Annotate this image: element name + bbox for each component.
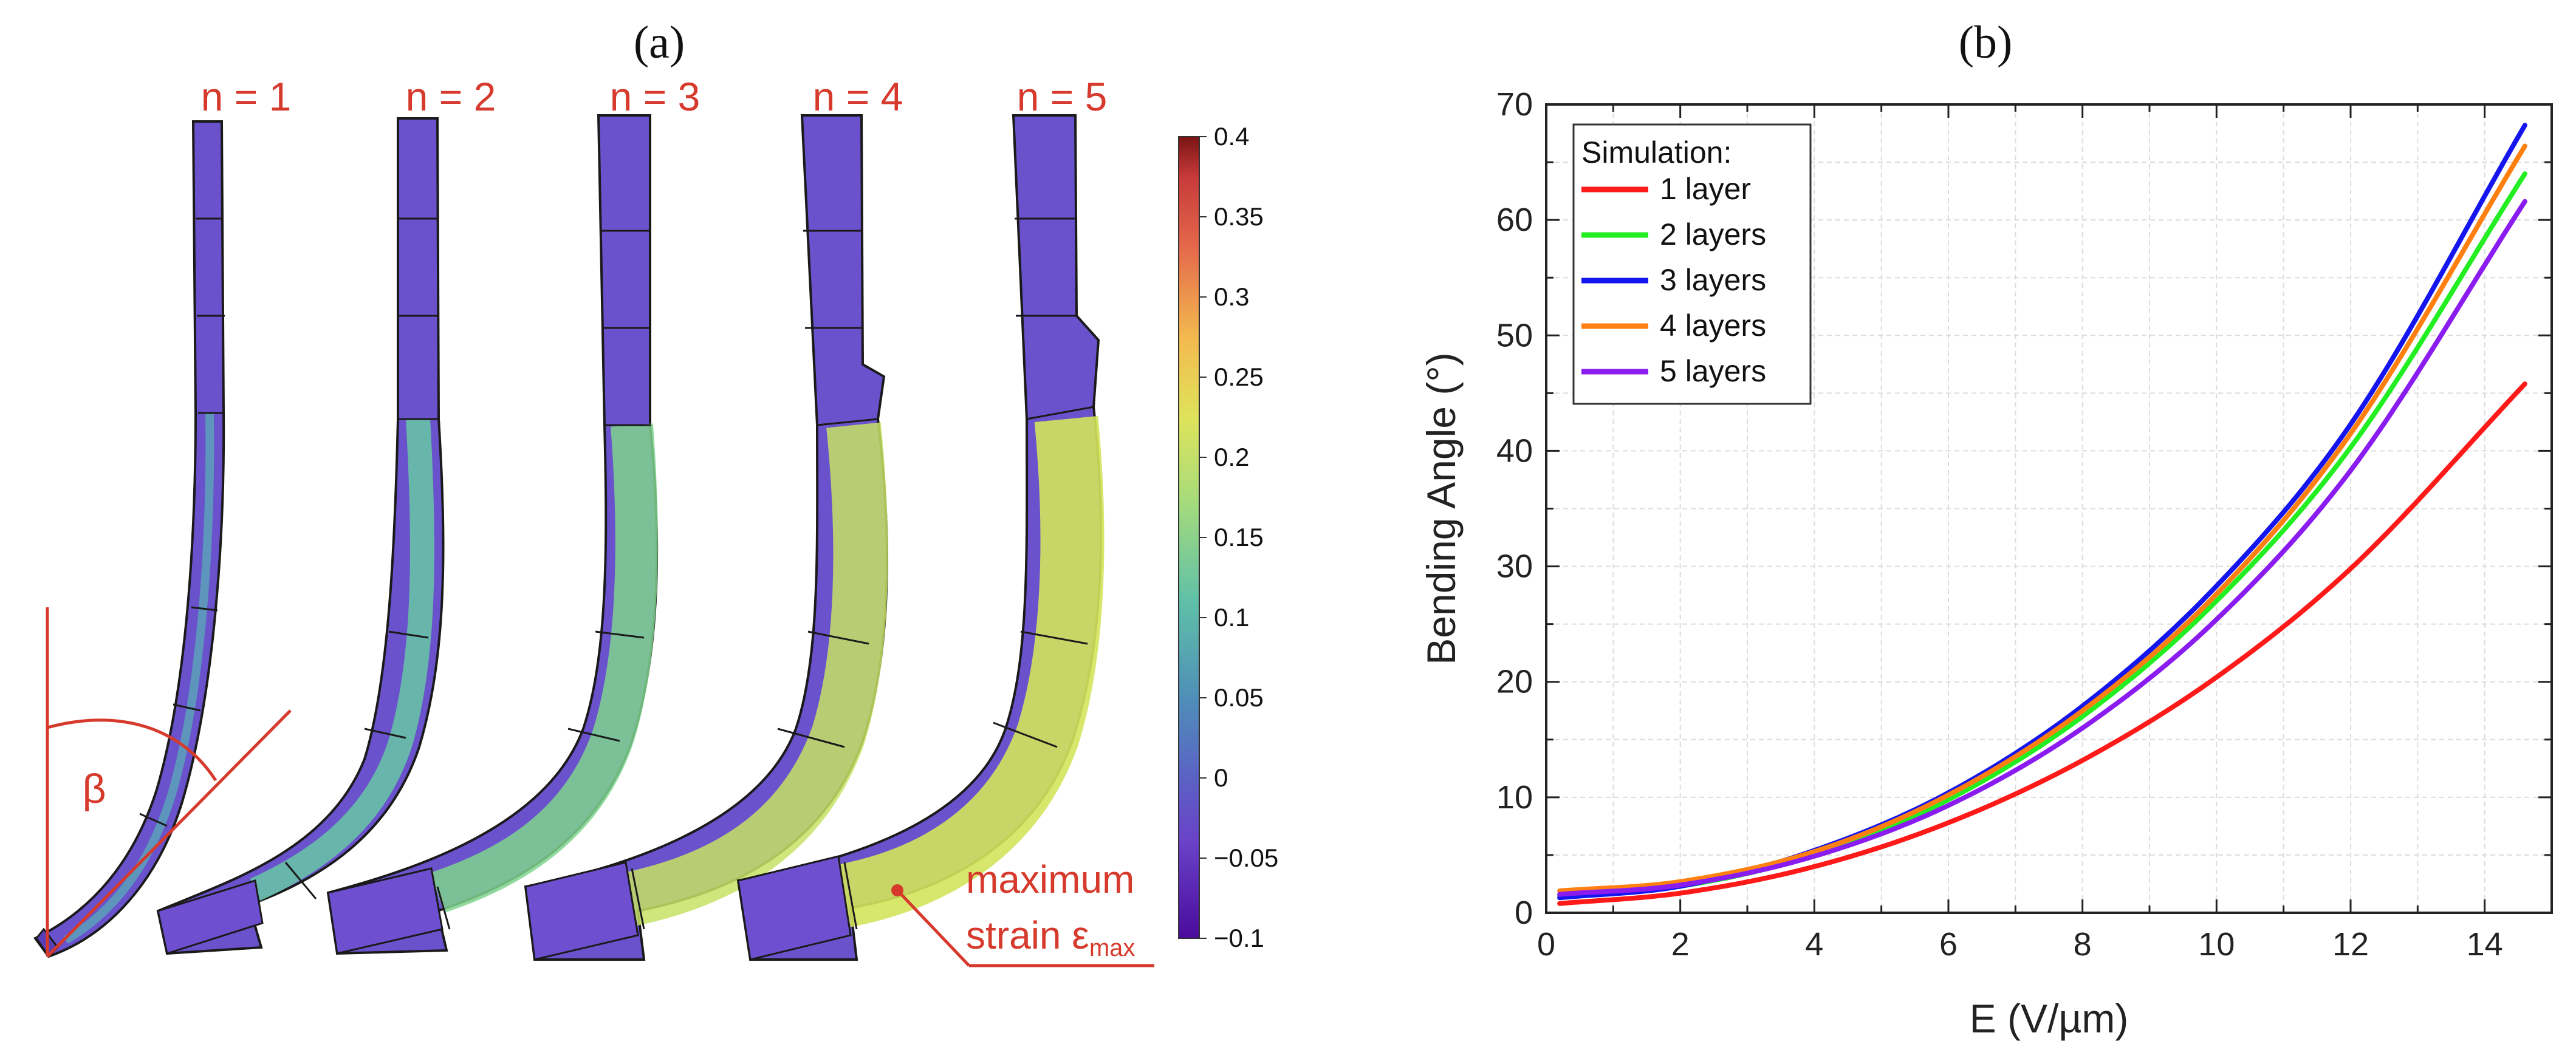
y-tick-label: 60 xyxy=(1496,202,1533,238)
x-tick-label: 0 xyxy=(1537,926,1555,963)
legend-label-2: 2 layers xyxy=(1660,217,1766,251)
colorbar-tick-label: 0.2 xyxy=(1214,443,1249,471)
colorbar-tick-label: 0.15 xyxy=(1214,523,1264,551)
layer-label-n4: n = 4 xyxy=(813,74,903,119)
y-tick-label: 30 xyxy=(1496,548,1533,585)
actuator-n3 xyxy=(326,114,659,955)
legend-label-4: 4 layers xyxy=(1660,309,1766,343)
panel-a-simulation: (a) n = 1 n = 2 n = 3 n = 4 n = 5 xyxy=(33,17,1278,967)
chart-lines xyxy=(1557,123,2527,906)
layer-label-n5: n = 5 xyxy=(1017,74,1108,119)
panel-b-label: (b) xyxy=(1959,17,2013,68)
max-strain-subscript: max xyxy=(1089,935,1136,961)
colorbar-tick-label: 0.35 xyxy=(1214,202,1264,231)
x-tick-label: 14 xyxy=(2467,926,2503,963)
x-tick-label: 10 xyxy=(2198,926,2235,963)
legend-entries: 1 layer 2 layers 3 layers 4 layers 5 layers xyxy=(1581,172,1766,388)
legend-box xyxy=(1572,123,1812,405)
legend-title: Simulation: xyxy=(1581,135,1732,169)
colorbar-ticks: 0.4 0.35 0.3 0.25 0.2 0.15 0.1 0.05 0 −0.05 −0.1 xyxy=(1199,122,1278,952)
legend-label-5: 5 layers xyxy=(1660,354,1766,388)
angle-beta-label: β xyxy=(82,766,106,812)
max-strain-annotation: maximum strain εmax xyxy=(896,858,1154,967)
layer-label-n2: n = 2 xyxy=(406,74,496,119)
colorbar-tick-label: 0.4 xyxy=(1214,122,1249,151)
panel-a-label: (a) xyxy=(634,17,685,68)
y-tick-label: 0 xyxy=(1515,895,1533,931)
x-tick-label: 8 xyxy=(2074,926,2092,963)
colorbar-tick-label: 0.25 xyxy=(1214,363,1264,391)
max-strain-line2-group: strain εmax xyxy=(966,913,1135,961)
colorbar: 0.4 0.35 0.3 0.25 0.2 0.15 0.1 0.05 0 −0.05 −0.1 xyxy=(1178,122,1278,952)
x-tick-label: 4 xyxy=(1805,926,1823,963)
actuator-n2 xyxy=(156,117,445,955)
layer-label-n1: n = 1 xyxy=(201,74,292,119)
series-line-1 xyxy=(1557,381,2527,906)
x-axis-title: E (V/µm) xyxy=(1970,996,2129,1041)
y-tick-label: 70 xyxy=(1496,86,1533,123)
y-tick-label: 50 xyxy=(1496,317,1533,353)
x-tick-label: 12 xyxy=(2332,926,2369,963)
chart-legend: Simulation: 1 layer 2 layers 3 layers 4 lay… xyxy=(1572,123,1812,405)
angle-annotation: β xyxy=(46,607,292,958)
colorbar-tick-label: 0.3 xyxy=(1214,282,1249,311)
chart-axes: 0 2 4 6 8 10 12 14 0 10 20 30 40 50 60 70 xyxy=(1496,86,2553,963)
actuator-n4 xyxy=(524,114,888,961)
actuator-n5 xyxy=(736,114,1105,961)
colorbar-tick-label: 0.05 xyxy=(1214,683,1264,712)
y-axis-title: Bending Angle (°) xyxy=(1419,352,1464,664)
y-tick-label: 10 xyxy=(1496,779,1533,816)
y-tick-label: 20 xyxy=(1496,664,1533,700)
legend-label-1: 1 layer xyxy=(1660,172,1751,206)
series-line-5 xyxy=(1557,199,2527,897)
max-strain-line2: strain ε xyxy=(966,913,1089,957)
max-strain-line1: maximum xyxy=(966,858,1134,901)
x-tick-label: 6 xyxy=(1939,926,1958,963)
chart-grid xyxy=(1546,104,2552,913)
legend-label-3: 3 layers xyxy=(1660,263,1766,297)
series-line-4 xyxy=(1557,143,2527,893)
colorbar-tick-label: −0.05 xyxy=(1214,844,1278,872)
layer-label-n3: n = 3 xyxy=(610,74,701,119)
y-tick-label: 40 xyxy=(1496,432,1533,469)
x-tick-label: 2 xyxy=(1671,926,1690,963)
colorbar-tick-label: 0.1 xyxy=(1214,603,1249,632)
colorbar-tick-label: −0.1 xyxy=(1214,924,1264,952)
colorbar-bar xyxy=(1178,136,1200,939)
colorbar-tick-label: 0 xyxy=(1214,763,1228,792)
